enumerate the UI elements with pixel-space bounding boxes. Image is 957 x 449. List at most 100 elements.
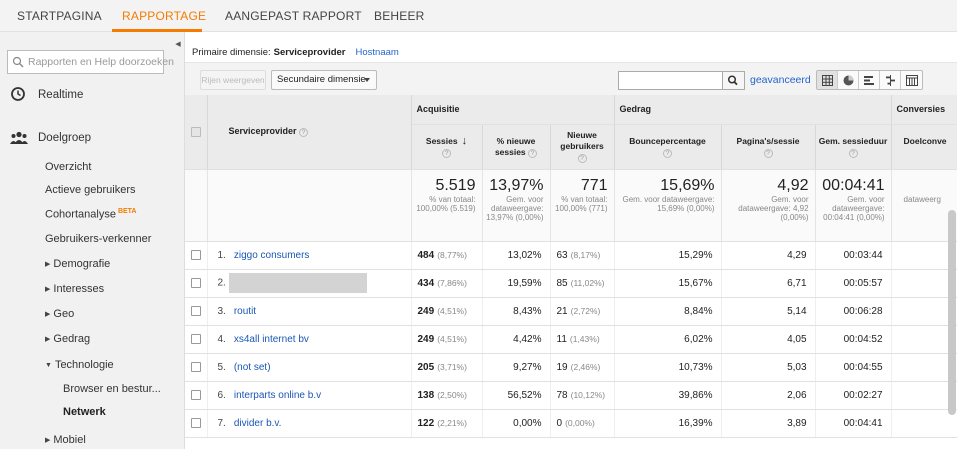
- beta-badge: BETA: [117, 208, 137, 215]
- tab-beheer[interactable]: BEHEER: [374, 9, 425, 23]
- sidebar-item-browser[interactable]: Browser en bestur...: [63, 383, 161, 395]
- col-sessies[interactable]: Sessies ↓?: [411, 123, 483, 170]
- doel-header: Doelconve: [903, 135, 947, 146]
- collapse-sidebar-button[interactable]: ◀: [172, 38, 184, 52]
- sessies-cell: 249 (4,51%): [411, 297, 483, 326]
- provider-link[interactable]: xs4all internet bv: [233, 333, 309, 345]
- expand-triangle-icon: ▶: [45, 437, 51, 444]
- doel-value: [891, 409, 957, 438]
- duur-value: 00:02:27: [815, 381, 892, 410]
- pps-header: Pagina's/sessie: [736, 135, 800, 146]
- sidebar-item-netwerk[interactable]: Netwerk: [63, 406, 106, 418]
- row-checkbox[interactable]: [190, 417, 201, 428]
- sidebar-item-realtime[interactable]: Realtime: [38, 89, 84, 101]
- total-nieuwe-gebruikers-sub: % van totaal: 100,00% (771): [555, 194, 608, 213]
- report-main: Primaire dimensie: Serviceprovider Hostnaa…: [185, 32, 957, 449]
- sidebar-item-actieve-gebruikers[interactable]: Actieve gebruikers: [45, 184, 136, 196]
- top-nav: STARTPAGINA RAPPORTAGE AANGEPAST RAPPORT…: [0, 0, 957, 32]
- total-pps-sub: Gem. voor dataweergave: 4,92 (0,00%): [738, 194, 809, 222]
- provider-link[interactable]: routit: [233, 305, 257, 317]
- col-paginas-sessie[interactable]: Pagina's/sessie?: [721, 123, 816, 170]
- performance-view-button[interactable]: [859, 71, 880, 89]
- provider-link[interactable]: ziggo consumers: [233, 249, 310, 261]
- sessies-header: Sessies: [425, 135, 458, 146]
- nieuwe-gebruikers-value: 85: [556, 277, 568, 289]
- sessies-percent: (4,51%): [437, 333, 467, 344]
- sidebar-item-geo[interactable]: ▶ Geo: [45, 308, 74, 320]
- comparison-view-button[interactable]: [880, 71, 901, 89]
- demografie-label: Demografie: [53, 258, 111, 270]
- help-icon[interactable]: ?: [848, 148, 858, 158]
- advanced-filter-link[interactable]: geavanceerd: [750, 74, 811, 86]
- sidebar-item-gebruikers-verkenner[interactable]: Gebruikers-verkenner: [45, 233, 152, 245]
- col-serviceprovider[interactable]: Serviceprovider ?: [207, 95, 412, 170]
- sidebar-item-doelgroep[interactable]: Doelgroep: [38, 132, 92, 144]
- row-checkbox[interactable]: [190, 333, 201, 344]
- expand-triangle-icon: ▶: [45, 311, 51, 318]
- primary-dimension-value: Serviceprovider: [273, 47, 346, 58]
- row-checkbox[interactable]: [190, 389, 201, 400]
- collapse-triangle-icon: ▼: [45, 362, 52, 369]
- col-bouncepercentage[interactable]: Bouncepercentage?: [614, 123, 722, 170]
- tab-startpagina[interactable]: STARTPAGINA: [17, 9, 102, 23]
- nieuwe-gebruikers-percent: (8,17%): [570, 249, 601, 260]
- clock-icon: [11, 87, 25, 101]
- sidebar-item-demografie[interactable]: ▶ Demografie: [45, 258, 110, 270]
- nieuwe-sessies-header: % nieuwe sessies: [494, 135, 536, 157]
- help-icon[interactable]: ?: [663, 148, 673, 158]
- col-doelconversie[interactable]: Doelconve: [891, 123, 957, 170]
- report-search-input[interactable]: Rapporten en Help doorzoeken: [7, 50, 174, 74]
- sidebar-item-gedrag[interactable]: ▶ Gedrag: [45, 333, 90, 345]
- pps-value: 6,71: [721, 269, 816, 298]
- help-icon[interactable]: ?: [442, 148, 451, 158]
- secondary-dimension-dropdown[interactable]: Secundaire dimensie: [271, 70, 377, 90]
- group-acquisitie: Acquisitie: [411, 95, 615, 125]
- row-checkbox[interactable]: [190, 277, 201, 288]
- tab-rapportage[interactable]: RAPPORTAGE: [122, 9, 207, 23]
- col-nieuwe-sessies[interactable]: % nieuwe sessies ?: [482, 123, 551, 170]
- sidebar-item-cohortanalyse[interactable]: Cohortanalyse BETA: [45, 208, 136, 221]
- row-select-cell: [185, 241, 208, 270]
- provider-link[interactable]: interparts online b.v: [233, 389, 322, 401]
- sessies-value: 122: [417, 417, 435, 429]
- pivot-view-button[interactable]: [901, 71, 922, 89]
- table-view-button[interactable]: [817, 71, 838, 89]
- bounce-value: 16,39%: [614, 409, 722, 438]
- sessies-percent: (2,50%): [437, 389, 467, 400]
- help-icon[interactable]: ?: [299, 128, 309, 138]
- provider-link[interactable]: divider b.v.: [233, 417, 282, 429]
- provider-link[interactable]: (not set): [233, 361, 271, 373]
- hostnaam-link[interactable]: Hostnaam: [355, 47, 399, 58]
- table-filter-button[interactable]: [723, 71, 745, 90]
- help-icon[interactable]: ?: [763, 148, 773, 158]
- sidebar-item-overzicht[interactable]: Overzicht: [45, 161, 92, 173]
- col-sessieduur[interactable]: Gem. sessieduur?: [815, 123, 892, 170]
- sidebar-item-technologie[interactable]: ▼ Technologie: [45, 359, 114, 371]
- doel-value: [891, 353, 957, 382]
- row-checkbox[interactable]: [190, 361, 201, 372]
- sessies-value: 249: [417, 305, 435, 317]
- total-nieuwe-sessies-sub: Gem. voor dataweergave: 13,97% (0,00%): [486, 194, 544, 222]
- plot-rows-button[interactable]: Rijen weergeven: [200, 70, 266, 90]
- bounce-value: 8,84%: [614, 297, 722, 326]
- nieuwe-gebruikers-cell: 85 (11,02%): [550, 269, 615, 298]
- duur-value: 00:04:55: [815, 353, 892, 382]
- sidebar-item-mobiel[interactable]: ▶ Mobiel: [45, 434, 86, 446]
- table-filter-input[interactable]: [618, 71, 723, 90]
- row-checkbox[interactable]: [190, 305, 201, 316]
- total-duur-sub: Gem. voor dataweergave: 00:04:41 (0,00%): [823, 194, 885, 222]
- select-all-checkbox[interactable]: [190, 127, 201, 138]
- secondary-dimension-label: Secundaire dimensie: [277, 74, 366, 85]
- row-checkbox[interactable]: [190, 249, 201, 260]
- sidebar-item-interesses[interactable]: ▶ Interesses: [45, 283, 104, 295]
- nieuwe-gebruikers-percent: (1,43%): [569, 333, 600, 344]
- nieuwe-gebruikers-value: 21: [556, 305, 568, 317]
- tab-aangepast-rapport[interactable]: AANGEPAST RAPPORT: [225, 9, 362, 23]
- pie-view-button[interactable]: [838, 71, 859, 89]
- vertical-scrollbar[interactable]: [948, 210, 956, 415]
- col-nieuwe-gebruikers[interactable]: Nieuwe gebruikers?: [550, 123, 615, 170]
- nieuwe-gebruikers-cell: 21 (2,72%): [550, 297, 615, 326]
- help-icon[interactable]: ?: [577, 154, 587, 163]
- help-icon[interactable]: ?: [528, 148, 538, 158]
- search-icon: [727, 75, 738, 86]
